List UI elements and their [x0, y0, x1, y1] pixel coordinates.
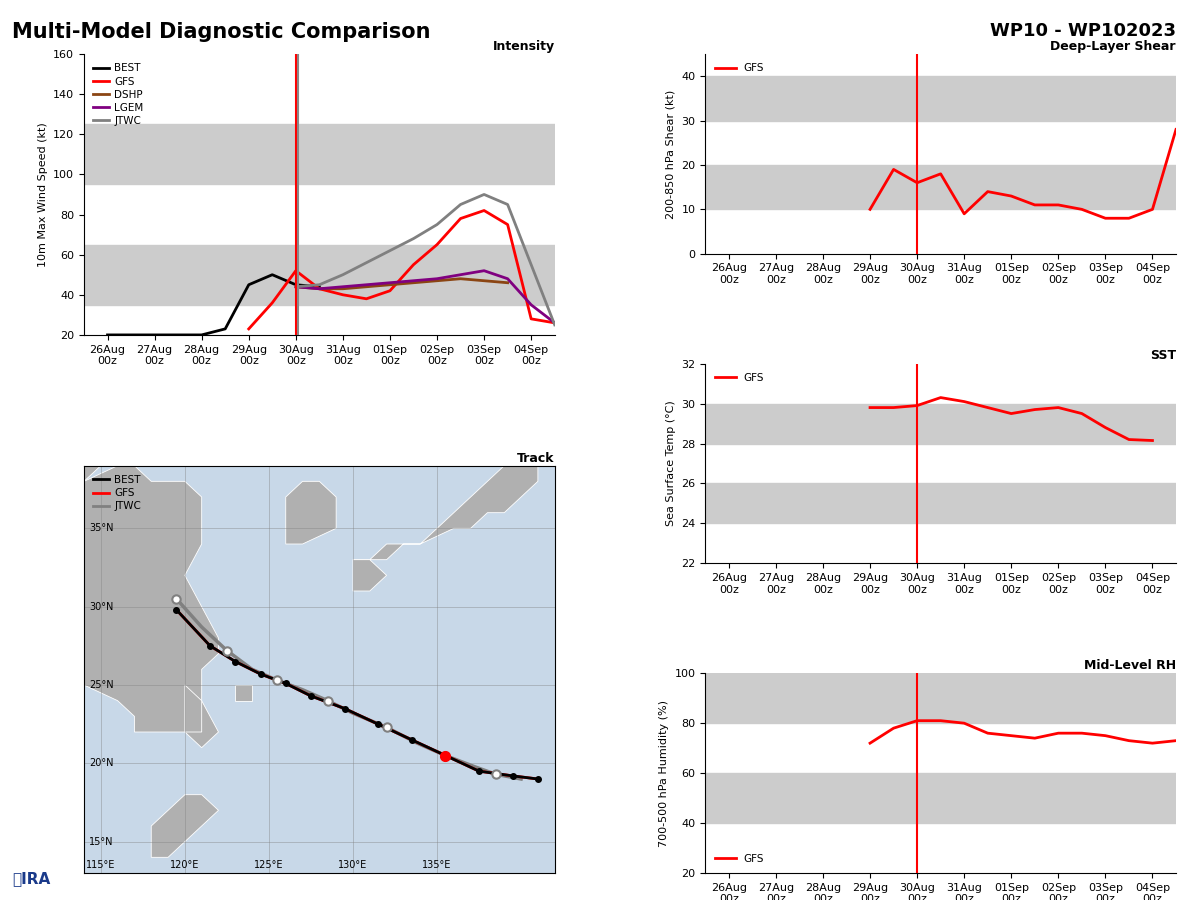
Legend: GFS: GFS — [710, 850, 768, 868]
Polygon shape — [353, 450, 538, 560]
Text: 20°N: 20°N — [89, 759, 114, 769]
Polygon shape — [67, 465, 218, 748]
Legend: BEST, GFS, JTWC: BEST, GFS, JTWC — [89, 471, 145, 516]
Text: Deep-Layer Shear: Deep-Layer Shear — [1050, 40, 1176, 53]
Text: 35°N: 35°N — [89, 523, 114, 534]
Text: Mid-Level RH: Mid-Level RH — [1084, 659, 1176, 672]
Text: 115°E: 115°E — [86, 860, 115, 870]
Polygon shape — [353, 560, 386, 591]
Legend: GFS: GFS — [710, 369, 768, 387]
Legend: BEST, GFS, DSHP, LGEM, JTWC: BEST, GFS, DSHP, LGEM, JTWC — [89, 59, 148, 130]
Bar — [706, 483, 1176, 524]
Text: Intensity: Intensity — [492, 40, 554, 53]
Y-axis label: 700-500 hPa Humidity (%): 700-500 hPa Humidity (%) — [659, 699, 670, 847]
Y-axis label: Sea Surface Temp (°C): Sea Surface Temp (°C) — [666, 400, 676, 526]
Text: WP10 - WP102023: WP10 - WP102023 — [990, 22, 1176, 40]
Polygon shape — [286, 482, 336, 544]
Polygon shape — [151, 795, 218, 858]
Bar — [706, 773, 1176, 824]
Text: Track: Track — [517, 452, 554, 464]
Text: Multi-Model Diagnostic Comparison: Multi-Model Diagnostic Comparison — [12, 22, 431, 42]
Text: 25°N: 25°N — [89, 680, 114, 690]
Bar — [84, 124, 554, 184]
Polygon shape — [84, 387, 134, 482]
Y-axis label: 200-850 hPa Shear (kt): 200-850 hPa Shear (kt) — [666, 89, 676, 219]
Text: 120°E: 120°E — [170, 860, 199, 870]
Text: 130°E: 130°E — [338, 860, 367, 870]
Text: 135°E: 135°E — [422, 860, 451, 870]
Text: 125°E: 125°E — [254, 860, 283, 870]
Legend: GFS: GFS — [710, 59, 768, 77]
Polygon shape — [235, 685, 252, 701]
Text: ⒸIRA: ⒸIRA — [12, 871, 50, 886]
Polygon shape — [185, 685, 202, 732]
Bar — [706, 76, 1176, 121]
Bar — [706, 165, 1176, 210]
Y-axis label: 10m Max Wind Speed (kt): 10m Max Wind Speed (kt) — [37, 122, 48, 266]
Bar — [84, 245, 554, 305]
Bar — [706, 673, 1176, 724]
Text: 15°N: 15°N — [89, 837, 114, 847]
Text: 30°N: 30°N — [89, 602, 114, 612]
Bar — [706, 403, 1176, 444]
Text: SST: SST — [1150, 349, 1176, 363]
